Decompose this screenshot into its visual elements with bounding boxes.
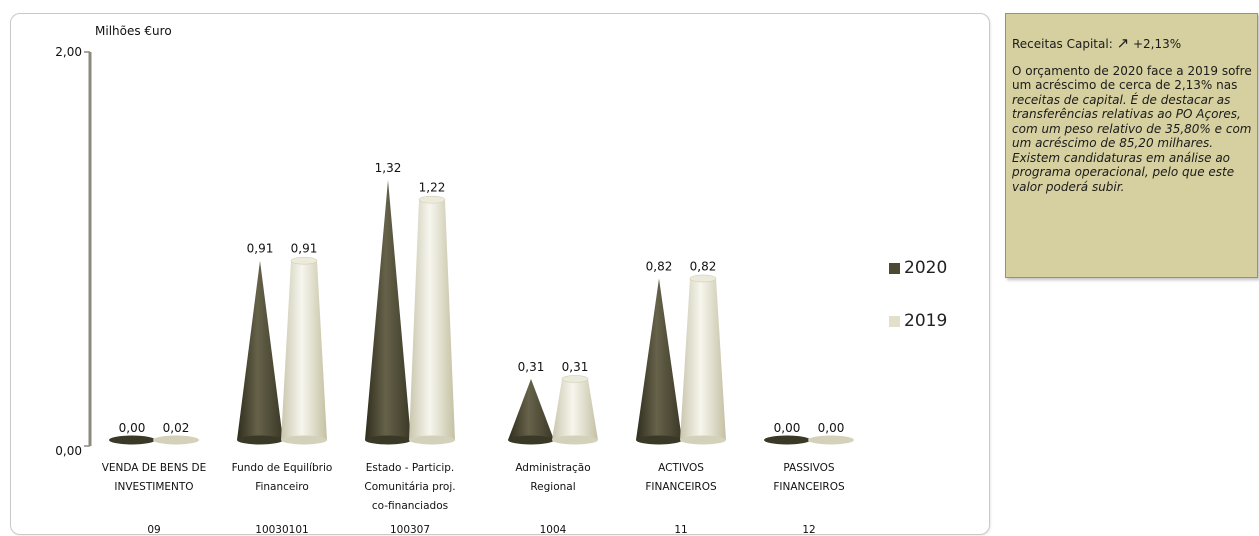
legend-item-2020: 2020 [889,258,947,278]
frustum-base-2019 [153,435,199,445]
data-label-2020: 0,31 [518,360,545,374]
y-tick-label: 0,00 [55,444,82,458]
data-label-2020: 1,32 [375,161,402,175]
frustum-cap-2019 [561,375,589,383]
legend-label-2020: 2020 [904,258,948,278]
category-label: Comunitária proj. [364,481,455,493]
frustum-cap-2019 [418,195,446,204]
frustum-cap-2019 [290,256,318,265]
data-label-2020: 0,00 [774,421,801,435]
data-label-2020: 0,00 [119,421,146,435]
data-label-2019: 0,00 [818,421,845,435]
category-label: Estado - Particip. [366,462,455,474]
arrow-up-right-icon: ↗ [1116,34,1130,52]
category-label: Regional [530,481,575,493]
commentary-title: Receitas Capital: [1012,37,1113,51]
legend-item-2019: 2019 [889,311,947,331]
frustum-bar-2019 [281,260,327,440]
data-label-2020: 0,82 [646,259,673,273]
category-label: ACTIVOS [658,462,704,474]
frustum-bar-2019 [680,278,726,440]
commentary-body: O orçamento de 2020 face a 2019 sofre um… [1012,64,1253,195]
category-code: 11 [674,524,687,536]
frustum-base-2019 [808,435,854,445]
cone-bar-2020 [508,378,554,440]
cone-bar-2020 [636,278,682,440]
category-label: FINANCEIROS [773,481,845,493]
commentary-text-outlook: Existem candidaturas em análise ao progr… [1012,150,1235,194]
y-axis-title: Milhões €uro [95,24,172,38]
frustum-base-2019 [680,435,726,445]
legend-swatch-2020 [889,263,900,274]
legend-label-2019: 2019 [904,311,948,331]
frustum-base-2019 [552,435,598,445]
category-label: co-financiados [372,500,448,512]
cone-base-2020 [365,435,411,445]
data-label-2019: 0,31 [562,360,589,374]
y-tick-label: 2,00 [55,45,82,59]
commentary-box: Receitas Capital: ↗ +2,13% O orçamento d… [1005,13,1258,278]
cone-base-2020 [109,435,155,445]
cone-base-2020 [764,435,810,445]
category-label: FINANCEIROS [645,481,717,493]
category-label: Administração [515,462,590,474]
category-label: VENDA DE BENS DE [102,462,207,474]
category-label: INVESTIMENTO [114,481,193,493]
category-code: 100307 [390,524,430,536]
commentary-header: Receitas Capital: ↗ +2,13% [1012,36,1253,52]
data-label-2019: 1,22 [419,181,446,195]
category-label: Fundo de Equilíbrio [232,462,333,474]
commentary-change-value: +2,13% [1132,37,1182,51]
data-label-2019: 0,02 [163,421,190,435]
data-label-2020: 0,91 [247,242,274,256]
chart-svg: Milhões €uro 2,00 0,00 0,00 0,91 1,32 0,31 0,… [55,24,854,536]
frustum-base-2019 [409,435,455,445]
category-label: PASSIVOS [783,462,835,474]
category-code: 12 [802,524,815,536]
cone-bar-2020 [365,179,411,440]
data-label-2019: 0,82 [690,259,717,273]
cone-bar-2020 [237,260,283,440]
cone-base-2020 [508,435,554,445]
frustum-bar-2019 [409,199,455,440]
category-code: 09 [147,524,160,536]
commentary-text: O orçamento de 2020 face a 2019 sofre um… [1012,63,1252,93]
commentary-text-italic: receitas de capital. É de destacar as tr… [1012,92,1252,151]
frustum-bar-2019 [552,378,598,440]
category-label: Financeiro [255,481,309,493]
category-code: 1004 [540,524,567,536]
category-code: 10030101 [255,524,308,536]
chart-frame [10,13,990,535]
frustum-base-2019 [281,435,327,445]
cone-base-2020 [636,435,682,445]
frustum-cap-2019 [689,274,717,283]
data-label-2019: 0,91 [291,242,318,256]
cone-base-2020 [237,435,283,445]
legend-swatch-2019 [889,316,900,327]
